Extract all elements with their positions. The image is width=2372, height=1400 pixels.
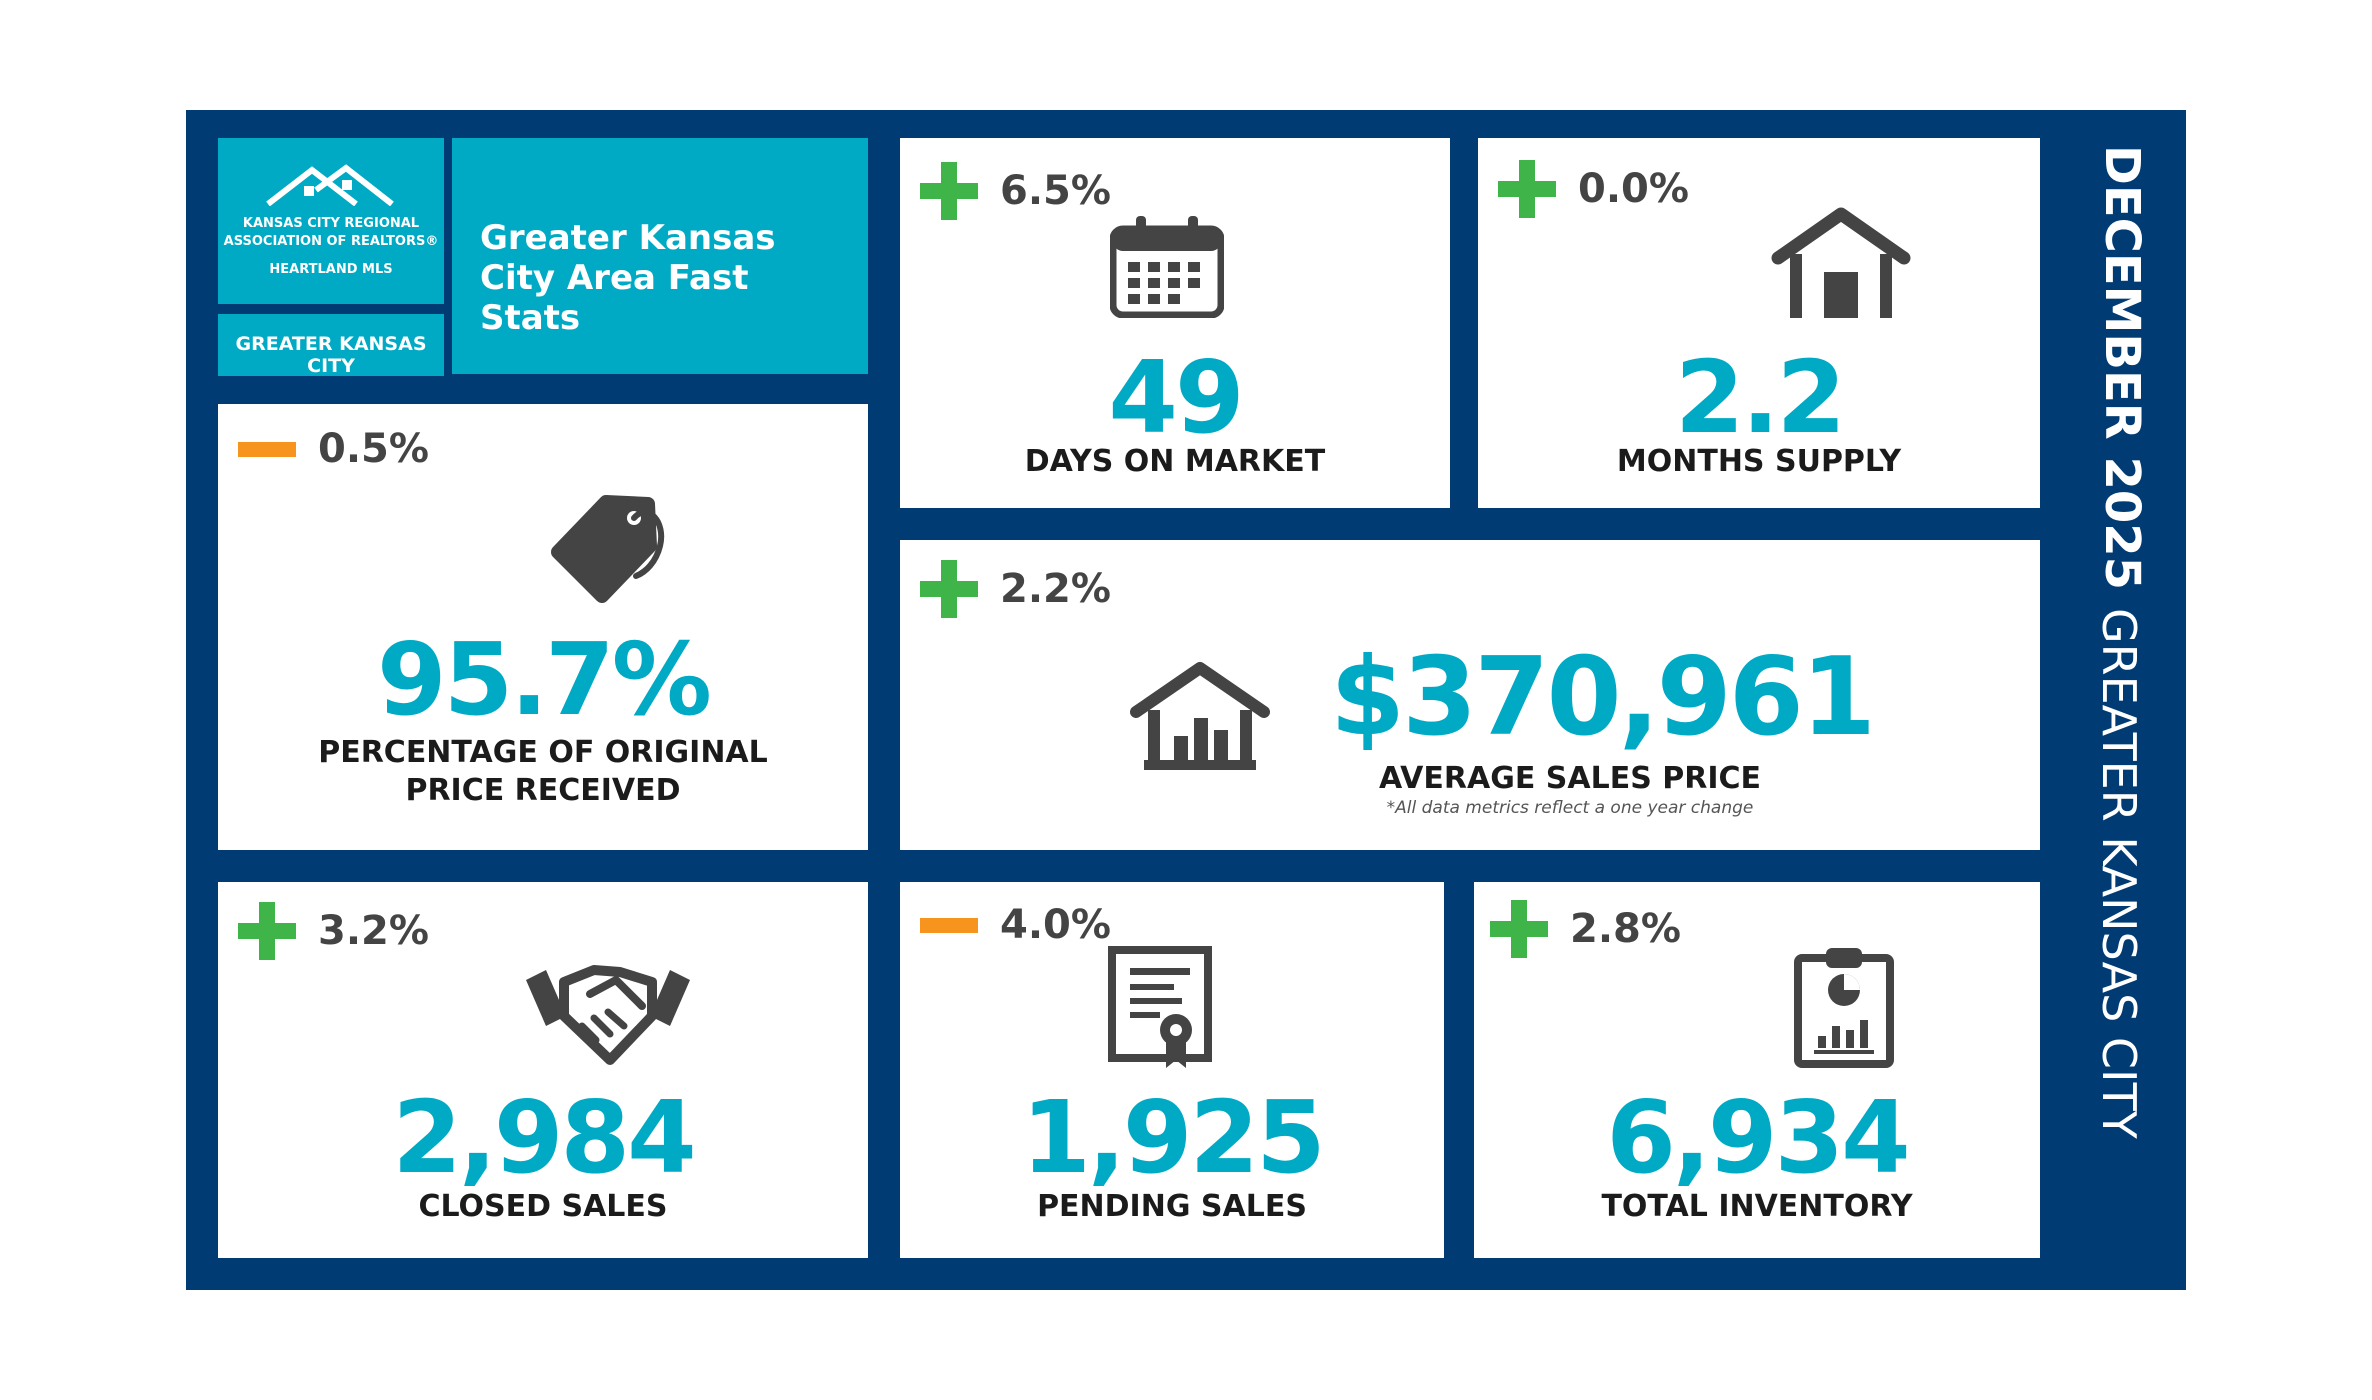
report-month: DECEMBER 2025 — [2094, 145, 2150, 591]
months-supply-card: 0.0% 2.2 MONTHS SUPPLY — [1478, 138, 2040, 508]
price-received-label-line-1: PERCENTAGE OF ORIGINAL — [318, 735, 768, 770]
pending-sales-change-value: 4.0% — [1000, 902, 1111, 948]
total-inventory-card: 2.8% 6,934 TOTAL INVENTORY — [1474, 882, 2040, 1258]
increase-icon — [1490, 900, 1548, 958]
avg-sales-price-change: 2.2% — [920, 560, 1111, 618]
region-tag: GREATER KANSAS CITY — [218, 314, 444, 377]
handshake-icon — [526, 965, 690, 1065]
price-received-card: 0.5% 95.7% PERCENTAGE OF ORIGINAL PRICE … — [218, 404, 868, 850]
months-supply-label: MONTHS SUPPLY — [1616, 444, 1902, 479]
price-tag-icon — [551, 495, 665, 603]
avg-sales-price-value: $370,961 — [1330, 635, 1876, 760]
pending-sales-value: 1,925 — [1021, 1079, 1325, 1196]
closed-sales-label: CLOSED SALES — [418, 1189, 668, 1224]
logo-line-3: HEARTLAND MLS — [269, 262, 393, 277]
increase-icon — [920, 162, 978, 220]
closed-sales-value: 2,984 — [392, 1079, 696, 1196]
increase-icon — [920, 560, 978, 618]
logo-block: KANSAS CITY REGIONAL ASSOCIATION OF REAL… — [218, 138, 444, 304]
days-on-market-change: 6.5% — [920, 162, 1111, 220]
avg-sales-price-label: AVERAGE SALES PRICE — [1378, 761, 1762, 796]
decrease-icon — [920, 917, 978, 933]
increase-icon — [1498, 160, 1556, 218]
decrease-icon — [238, 441, 296, 457]
logo-line-1: KANSAS CITY REGIONAL — [242, 216, 420, 231]
avg-sales-price-card: 2.2% $370,961 AVERAGE SALES PRICE *All d… — [900, 540, 2040, 850]
closed-sales-card: 3.2% 2,984 CLOSED SALES — [218, 882, 868, 1258]
months-supply-change: 0.0% — [1498, 160, 1689, 218]
price-received-change-value: 0.5% — [318, 426, 429, 472]
certificate-icon — [1108, 946, 1212, 1068]
increase-icon — [238, 902, 296, 960]
months-supply-value: 2.2 — [1674, 339, 1846, 456]
days-on-market-label: DAYS ON MARKET — [1024, 444, 1326, 479]
closed-sales-change-value: 3.2% — [318, 908, 429, 954]
side-month-label: DECEMBER 2025 — [2094, 145, 2150, 590]
total-inventory-change: 2.8% — [1490, 900, 1681, 958]
closed-sales-change: 3.2% — [238, 902, 429, 960]
house-chart-icon — [1130, 662, 1270, 770]
region-tag-label: GREATER KANSAS CITY — [235, 333, 427, 377]
total-inventory-value: 6,934 — [1606, 1079, 1910, 1196]
pending-sales-change: 4.0% — [920, 902, 1111, 948]
logo-line-2: ASSOCIATION OF REALTORS® — [223, 234, 439, 249]
days-on-market-card: 6.5% 49 DAYS ON MARKET — [900, 138, 1450, 508]
price-received-value: 95.7% — [377, 621, 712, 738]
price-received-label-line-2: PRICE RECEIVED — [405, 773, 681, 808]
price-received-change: 0.5% — [238, 426, 429, 472]
footnote: *All data metrics reflect a one year cha… — [1386, 798, 1754, 818]
calendar-icon — [1110, 216, 1224, 318]
total-inventory-label: TOTAL INVENTORY — [1601, 1189, 1913, 1224]
house-icon — [1771, 207, 1911, 318]
days-on-market-change-value: 6.5% — [1000, 168, 1111, 214]
pending-sales-card: 4.0% 1,925 PENDING SALES — [900, 882, 1444, 1258]
title-block: Greater Kansas City Area Fast Stats — [452, 138, 868, 374]
clipboard-chart-icon — [1794, 948, 1894, 1068]
total-inventory-change-value: 2.8% — [1570, 906, 1681, 952]
avg-sales-price-change-value: 2.2% — [1000, 566, 1111, 612]
page-title: Greater Kansas City Area Fast Stats — [480, 218, 776, 339]
side-region-label: GREATER KANSAS CITY — [2092, 608, 2146, 1139]
pending-sales-label: PENDING SALES — [1037, 1189, 1307, 1224]
report-region: GREATER KANSAS CITY — [2092, 608, 2146, 1139]
months-supply-change-value: 0.0% — [1578, 166, 1689, 212]
days-on-market-value: 49 — [1108, 339, 1244, 456]
logo-houses-icon — [266, 164, 394, 206]
